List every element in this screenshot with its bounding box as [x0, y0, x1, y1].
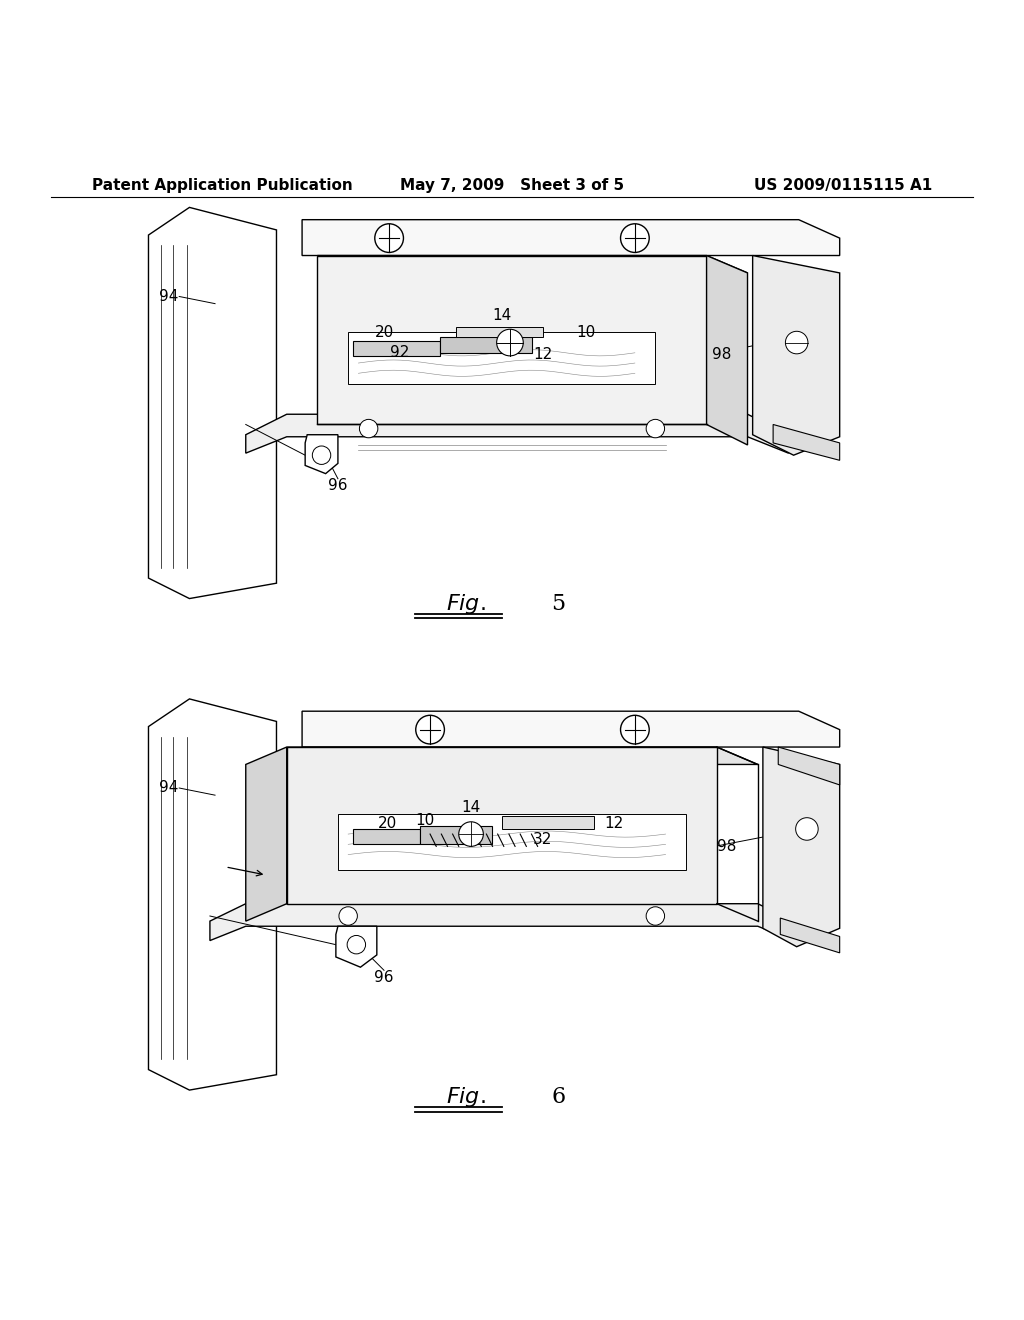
Circle shape: [497, 329, 523, 356]
Polygon shape: [210, 904, 794, 941]
Polygon shape: [753, 256, 840, 455]
Circle shape: [312, 446, 331, 465]
Text: $\mathit{Fig.}$: $\mathit{Fig.}$: [446, 1085, 485, 1109]
Polygon shape: [287, 747, 717, 904]
Text: 94: 94: [160, 289, 178, 304]
Circle shape: [459, 822, 483, 846]
Circle shape: [416, 715, 444, 744]
Polygon shape: [348, 333, 655, 384]
Text: 98: 98: [712, 347, 731, 363]
Polygon shape: [353, 829, 420, 845]
Polygon shape: [456, 327, 543, 338]
Circle shape: [621, 715, 649, 744]
Polygon shape: [317, 256, 707, 425]
Polygon shape: [763, 747, 840, 946]
Text: 12: 12: [534, 347, 552, 363]
Text: US 2009/0115115 A1: US 2009/0115115 A1: [754, 178, 932, 194]
Polygon shape: [317, 256, 748, 273]
Polygon shape: [246, 414, 788, 453]
Text: 10: 10: [577, 325, 596, 339]
Polygon shape: [302, 711, 840, 747]
Polygon shape: [302, 219, 840, 256]
Polygon shape: [148, 207, 276, 598]
Text: 92: 92: [390, 346, 409, 360]
Text: 6: 6: [551, 1086, 565, 1109]
Polygon shape: [440, 338, 532, 352]
Polygon shape: [338, 813, 686, 870]
Text: 14: 14: [462, 800, 480, 814]
Text: 94: 94: [160, 780, 178, 796]
Polygon shape: [707, 256, 748, 445]
Polygon shape: [780, 917, 840, 953]
Circle shape: [347, 936, 366, 954]
Text: 10: 10: [416, 813, 434, 828]
Text: 14: 14: [493, 309, 511, 323]
Text: 96: 96: [374, 970, 394, 985]
Circle shape: [621, 224, 649, 252]
Circle shape: [785, 331, 808, 354]
Circle shape: [646, 420, 665, 438]
Circle shape: [339, 907, 357, 925]
Text: 5: 5: [551, 593, 565, 615]
Polygon shape: [148, 698, 276, 1090]
Circle shape: [359, 420, 378, 438]
Text: $\mathit{Fig.}$: $\mathit{Fig.}$: [446, 591, 485, 615]
Text: 32: 32: [532, 832, 552, 846]
Text: 96: 96: [328, 478, 348, 494]
Polygon shape: [336, 927, 377, 968]
Polygon shape: [287, 747, 758, 764]
Circle shape: [796, 817, 818, 841]
Polygon shape: [246, 747, 287, 921]
Circle shape: [646, 907, 665, 925]
Circle shape: [375, 224, 403, 252]
Polygon shape: [420, 826, 492, 845]
Polygon shape: [305, 434, 338, 474]
Text: 20: 20: [378, 816, 396, 832]
Polygon shape: [502, 816, 594, 829]
Text: May 7, 2009   Sheet 3 of 5: May 7, 2009 Sheet 3 of 5: [400, 178, 624, 194]
Text: 12: 12: [604, 816, 624, 832]
Text: Patent Application Publication: Patent Application Publication: [92, 178, 353, 194]
Polygon shape: [778, 747, 840, 785]
Polygon shape: [773, 425, 840, 461]
Text: 98: 98: [717, 840, 736, 854]
Polygon shape: [353, 341, 440, 356]
Text: 20: 20: [375, 325, 393, 339]
